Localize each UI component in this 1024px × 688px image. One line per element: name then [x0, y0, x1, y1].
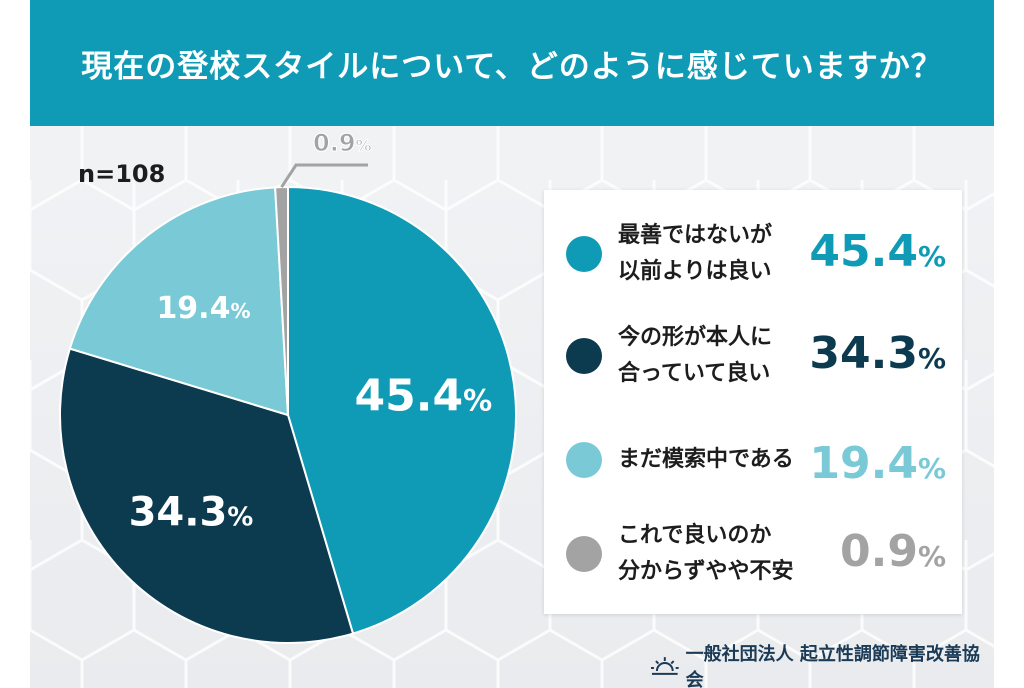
infographic: 現在の登校スタイルについて、どのように感じていますか？ n=108 45.4% 3… — [30, 0, 994, 688]
legend-value: 34.3% — [809, 328, 946, 379]
pie-slice-3 — [68, 186, 290, 417]
legend: 最善ではないが 以前よりは良い 45.4% 今の形が本人に 合っていて良い 34.3% まだ… — [544, 190, 962, 614]
legend-label-line: 合っていて良い — [618, 361, 771, 386]
legend-label-line: これで良いのか — [618, 523, 772, 548]
legend-swatch — [566, 236, 602, 272]
footer: 一般社団法人 起立性調節障害改善協会 — [650, 644, 994, 688]
sample-size: n=108 — [78, 160, 166, 188]
pie-chart: 45.4%34.3%19.4%0.9% — [59, 129, 517, 644]
legend-swatch — [566, 338, 602, 374]
sunrise-icon — [650, 657, 679, 675]
legend-label: まだ模索中である — [618, 442, 818, 478]
legend-label: 最善ではないが 以前よりは良い — [618, 218, 818, 290]
leader-line — [280, 163, 368, 188]
legend-swatch — [566, 442, 602, 478]
legend-item-4: これで良いのか 分からずやや不安 0.9% — [544, 512, 962, 592]
legend-value: 0.9% — [839, 526, 946, 577]
legend-label-line: 分からずやや不安 — [618, 559, 794, 584]
pie-slice-1 — [287, 185, 517, 635]
legend-item-1: 最善ではないが 以前よりは良い 45.4% — [544, 212, 962, 292]
legend-label-line: まだ模索中である — [618, 447, 794, 472]
legend-item-2: 今の形が本人に 合っていて良い 34.3% — [544, 314, 962, 394]
legend-label: これで良いのか 分からずやや不安 — [618, 518, 818, 590]
pie-slice-2 — [59, 347, 355, 644]
legend-swatch — [566, 536, 602, 572]
header-banner: 現在の登校スタイルについて、どのように感じていますか？ — [30, 0, 994, 126]
legend-label: 今の形が本人に 合っていて良い — [618, 320, 818, 392]
chart-title: 現在の登校スタイルについて、どのように感じていますか？ — [81, 48, 943, 85]
legend-value: 45.4% — [809, 226, 946, 277]
legend-label-line: 以前よりは良い — [618, 259, 772, 284]
legend-label-line: 最善ではないが — [618, 223, 773, 248]
organization-name: 一般社団法人 起立性調節障害改善協会 — [685, 644, 980, 688]
legend-value: 19.4% — [809, 438, 946, 489]
legend-label-line: 今の形が本人に — [618, 325, 773, 350]
legend-item-3: まだ模索中である 19.4% — [544, 418, 962, 498]
slice-label-4: 0.9% — [313, 129, 372, 157]
